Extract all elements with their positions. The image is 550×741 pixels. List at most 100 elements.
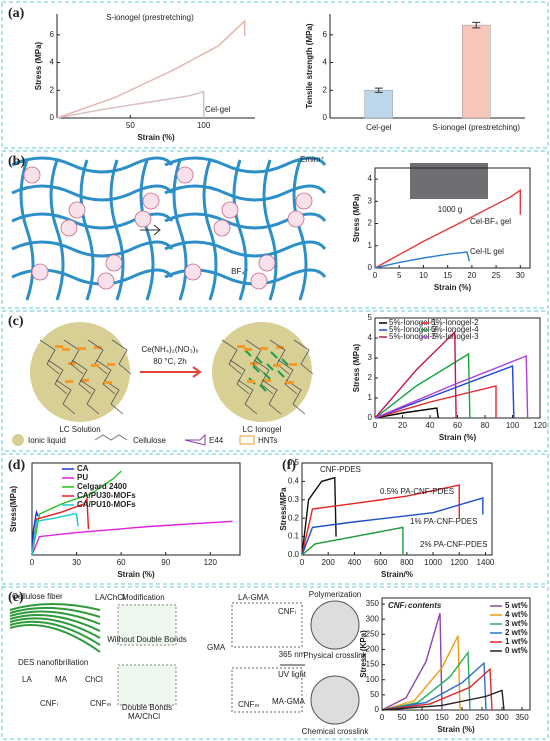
y-tick-label: 4 bbox=[323, 58, 328, 67]
x-tick-label: 20 bbox=[467, 271, 476, 280]
legend-label: 5%-Ionogel-4 bbox=[431, 325, 479, 334]
legend-label: 5%-Ionogel-2 bbox=[431, 318, 479, 327]
x-axis-label: Strain (%) bbox=[439, 433, 477, 442]
y-tick-label: 0.4 bbox=[288, 477, 300, 486]
ion-cluster bbox=[97, 272, 115, 290]
y-tick-label: 0.0 bbox=[288, 550, 300, 559]
diagram-label: Cellulose bbox=[133, 436, 166, 445]
series-line bbox=[31, 520, 233, 556]
series-line bbox=[374, 352, 471, 419]
network-strand bbox=[11, 184, 174, 202]
x-tick-label: 200 bbox=[455, 713, 469, 722]
hnt bbox=[65, 380, 73, 383]
arrow bbox=[140, 366, 202, 378]
cellulose-chain bbox=[79, 379, 100, 415]
x-tick-label: 40 bbox=[426, 421, 435, 430]
series-line bbox=[31, 513, 79, 556]
series-label: Cel-IL gel bbox=[470, 247, 504, 256]
diagram-art bbox=[9, 156, 488, 725]
diagram-label: ChCl bbox=[85, 675, 103, 684]
panel-label: (d) bbox=[8, 458, 25, 473]
series-line bbox=[301, 484, 460, 556]
legend-cellulose bbox=[94, 434, 128, 441]
x-tick-label: 50 bbox=[398, 713, 407, 722]
x-tick-label: 90 bbox=[161, 558, 170, 567]
modification-box bbox=[117, 604, 177, 646]
legend-label: 4 wt% bbox=[505, 610, 528, 619]
legend-dot bbox=[12, 434, 24, 446]
series-line bbox=[381, 667, 493, 711]
y-axis-label: Stress (KPa) bbox=[359, 630, 368, 678]
y-tick-label: 250 bbox=[366, 629, 380, 638]
diagram-label: Chemical crosslink bbox=[302, 727, 370, 736]
cellulose-chain bbox=[245, 339, 266, 375]
chart-title: CNFₗ contents bbox=[388, 601, 442, 610]
series-line bbox=[381, 661, 487, 711]
diagram-label: Emim⁺ bbox=[300, 155, 325, 164]
diagram-label: HNTs bbox=[258, 436, 278, 445]
x-axis-label: Strain (%) bbox=[434, 283, 472, 292]
x-tick-label: 1400 bbox=[477, 558, 495, 567]
y-tick-label: 5 bbox=[368, 313, 373, 322]
hnt bbox=[260, 347, 268, 350]
x-tick-label: 80 bbox=[481, 421, 490, 430]
x-tick-label: 100 bbox=[506, 421, 520, 430]
legend-label: CA/PU10-MOFs bbox=[77, 500, 136, 509]
hnt bbox=[263, 379, 271, 382]
fiber bbox=[9, 603, 101, 611]
structure-box bbox=[231, 667, 303, 713]
x-tick-label: 25 bbox=[492, 271, 501, 280]
series-label: 0.5% PA-CNF-PDES bbox=[380, 487, 454, 496]
panel-label: (b) bbox=[8, 154, 25, 169]
diagram-label: Polymerization bbox=[309, 590, 361, 599]
y-tick-label: 0.2 bbox=[288, 513, 300, 522]
y-tick-label: 2 bbox=[323, 85, 328, 94]
y-axis-label: Stress/MPa bbox=[279, 487, 288, 531]
hnt bbox=[94, 346, 102, 349]
series-label: Cel-BF₄ gel bbox=[470, 217, 511, 226]
hnt bbox=[78, 347, 86, 350]
ion-cluster bbox=[295, 192, 313, 210]
legend-label: CA/PU30-MOFs bbox=[77, 491, 136, 500]
network-strand bbox=[11, 156, 174, 174]
cellulose-chain bbox=[63, 339, 84, 375]
y-tick-label: 200 bbox=[366, 645, 380, 654]
ion-cluster bbox=[221, 201, 239, 219]
cellulose-chain bbox=[103, 379, 124, 415]
y-tick-label: 300 bbox=[366, 614, 380, 623]
crosslink-network bbox=[310, 675, 360, 725]
hnt bbox=[68, 362, 76, 365]
fiber bbox=[9, 614, 101, 632]
network-strand bbox=[19, 159, 35, 301]
series-label: 2% PA-CNF-PDES bbox=[420, 540, 487, 549]
x-tick-label: 120 bbox=[204, 558, 218, 567]
series-line bbox=[374, 385, 497, 419]
x-axis-label: Strain/% bbox=[381, 570, 413, 579]
diagram-label: MA bbox=[55, 675, 68, 684]
y-tick-label: 0 bbox=[323, 113, 328, 122]
x-tick-label: 600 bbox=[374, 558, 388, 567]
series-line bbox=[374, 188, 522, 269]
legend-label: 3 wt% bbox=[505, 619, 528, 628]
ion-cluster bbox=[184, 263, 202, 281]
y-tick-label: 0 bbox=[368, 413, 373, 422]
y-tick-label: 150 bbox=[366, 660, 380, 669]
cellulose-chain bbox=[95, 359, 116, 395]
ion-cluster bbox=[23, 166, 41, 184]
fiber bbox=[9, 620, 101, 646]
y-axis-label: Tensile strength (MPa) bbox=[305, 23, 314, 109]
panel-label: (f) bbox=[282, 458, 296, 473]
x-tick-label: 100 bbox=[415, 713, 429, 722]
cellulose-chain bbox=[39, 339, 60, 375]
ion-cluster bbox=[105, 254, 123, 272]
diagram-label: LA/ChCl bbox=[95, 593, 125, 602]
legend-label: 5%-Ionogel-1 bbox=[389, 318, 437, 327]
ion-cluster bbox=[176, 166, 194, 184]
hnt bbox=[81, 379, 89, 382]
fiber bbox=[9, 617, 101, 639]
y-tick-label: 0 bbox=[375, 705, 380, 714]
y-tick-label: 6 bbox=[50, 30, 55, 39]
diagram-label: BF₄⁻ bbox=[231, 267, 249, 276]
cellulose-chain bbox=[253, 359, 274, 395]
